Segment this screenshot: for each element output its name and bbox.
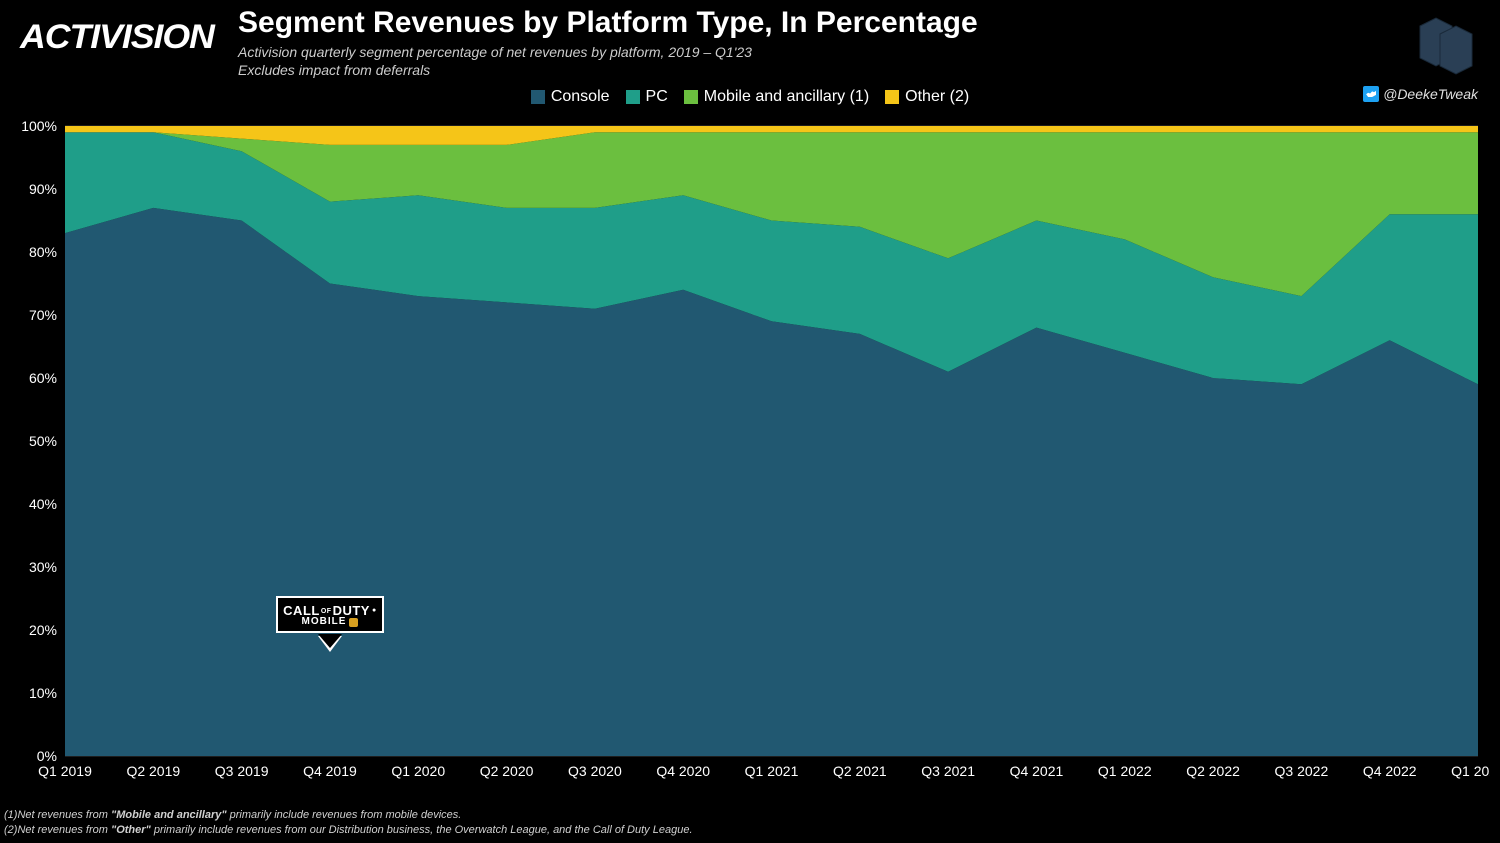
legend-swatch [885,90,899,104]
x-tick-label: Q4 2021 [1010,763,1064,779]
legend-label: Console [551,88,610,106]
legend-swatch [626,90,640,104]
header: ACTIVISION Segment Revenues by Platform … [10,6,1490,84]
chart-subtitle: Activision quarterly segment percentage … [238,44,752,79]
site-logo-icon [1414,12,1478,76]
legend-item: PC [626,88,668,106]
x-tick-label: Q1 2020 [391,763,445,779]
footnote-1-suffix: primarily include revenues from mobile d… [227,809,462,821]
y-tick-label: 80% [29,244,57,260]
x-tick-label: Q2 2019 [126,763,180,779]
x-tick-label: Q1 2023 [1451,763,1490,779]
footnote-1-bold: "Mobile and ancillary" [111,809,227,821]
callout-arrow-icon-inner [318,634,342,648]
x-tick-label: Q2 2022 [1186,763,1240,779]
y-tick-label: 30% [29,559,57,575]
y-tick-label: 0% [37,748,57,764]
x-tick-label: Q1 2019 [38,763,92,779]
x-tick-label: Q3 2022 [1275,763,1329,779]
x-tick-label: Q2 2021 [833,763,887,779]
y-tick-label: 90% [29,181,57,197]
footnote-2: (2)Net revenues from "Other" primarily i… [4,823,693,837]
chart-area: 0% 10% 20% 30% 40% 50% 60% 70% 80% 90% 100% Q1 2019… [10,116,1490,784]
callout-dot-sep: ● [372,607,377,614]
footnote-1: (1)Net revenues from "Mobile and ancilla… [4,808,693,822]
legend-item: Console [531,88,610,106]
footnote-2-prefix: (2)Net revenues from [4,824,111,836]
footnotes: (1)Net revenues from "Mobile and ancilla… [4,808,693,837]
y-tick-label: 100% [21,118,57,134]
y-tick-label: 10% [29,685,57,701]
footnote-1-prefix: (1)Net revenues from [4,809,111,821]
y-tick-label: 70% [29,307,57,323]
stacked-area-chart: 0% 10% 20% 30% 40% 50% 60% 70% 80% 90% 100% Q1 2019… [10,116,1490,784]
x-tick-label: Q3 2021 [921,763,975,779]
subtitle-line-2: Excludes impact from deferrals [238,62,430,78]
y-tick-label: 20% [29,622,57,638]
y-tick-label: 40% [29,496,57,512]
legend-label: Mobile and ancillary (1) [704,88,869,106]
x-tick-label: Q2 2020 [480,763,534,779]
y-tick-label: 60% [29,370,57,386]
cod-mobile-callout: CALLOFDUTY ● MOBILE [276,596,384,633]
x-tick-label: Q1 2022 [1098,763,1152,779]
legend-swatch [531,90,545,104]
callout-gold-icon [349,618,358,627]
x-tick-label: Q1 2021 [745,763,799,779]
activision-logo: ACTIVISION [20,18,214,57]
x-tick-label: Q4 2020 [656,763,710,779]
x-tick-label: Q3 2020 [568,763,622,779]
x-tick-label: Q3 2019 [215,763,269,779]
footnote-2-bold: "Other" [111,824,151,836]
x-tick-label: Q4 2022 [1363,763,1417,779]
chart-title: Segment Revenues by Platform Type, In Pe… [238,6,978,40]
legend-item: Other (2) [885,88,969,106]
subtitle-line-1: Activision quarterly segment percentage … [238,44,752,60]
y-tick-label: 50% [29,433,57,449]
legend-label: Other (2) [905,88,969,106]
legend-label: PC [646,88,668,106]
footnote-2-suffix: primarily include revenues from our Dist… [151,824,693,836]
x-tick-label: Q4 2019 [303,763,357,779]
chart-legend: Console PC Mobile and ancillary (1) Other (… [0,88,1500,109]
legend-swatch [684,90,698,104]
legend-item: Mobile and ancillary (1) [684,88,869,106]
callout-line2: MOBILE [301,617,346,627]
